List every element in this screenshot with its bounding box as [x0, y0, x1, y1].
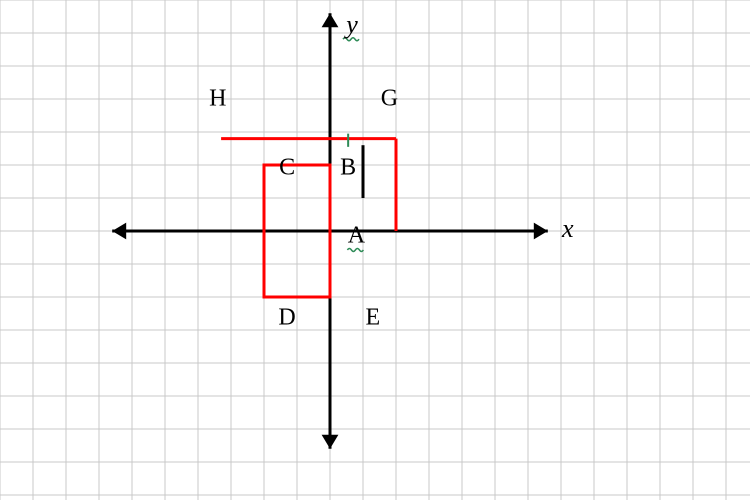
coordinate-plane	[0, 0, 750, 500]
point-label-b: B	[340, 155, 356, 182]
x-axis-label: x	[562, 214, 574, 244]
point-label-e: E	[366, 305, 381, 332]
point-label-a: A	[348, 222, 365, 249]
point-label-g: G	[381, 86, 398, 113]
point-label-c: C	[279, 155, 295, 182]
point-label-d: D	[278, 305, 295, 332]
point-label-h: H	[209, 86, 226, 113]
y-axis-label: y	[346, 10, 358, 40]
